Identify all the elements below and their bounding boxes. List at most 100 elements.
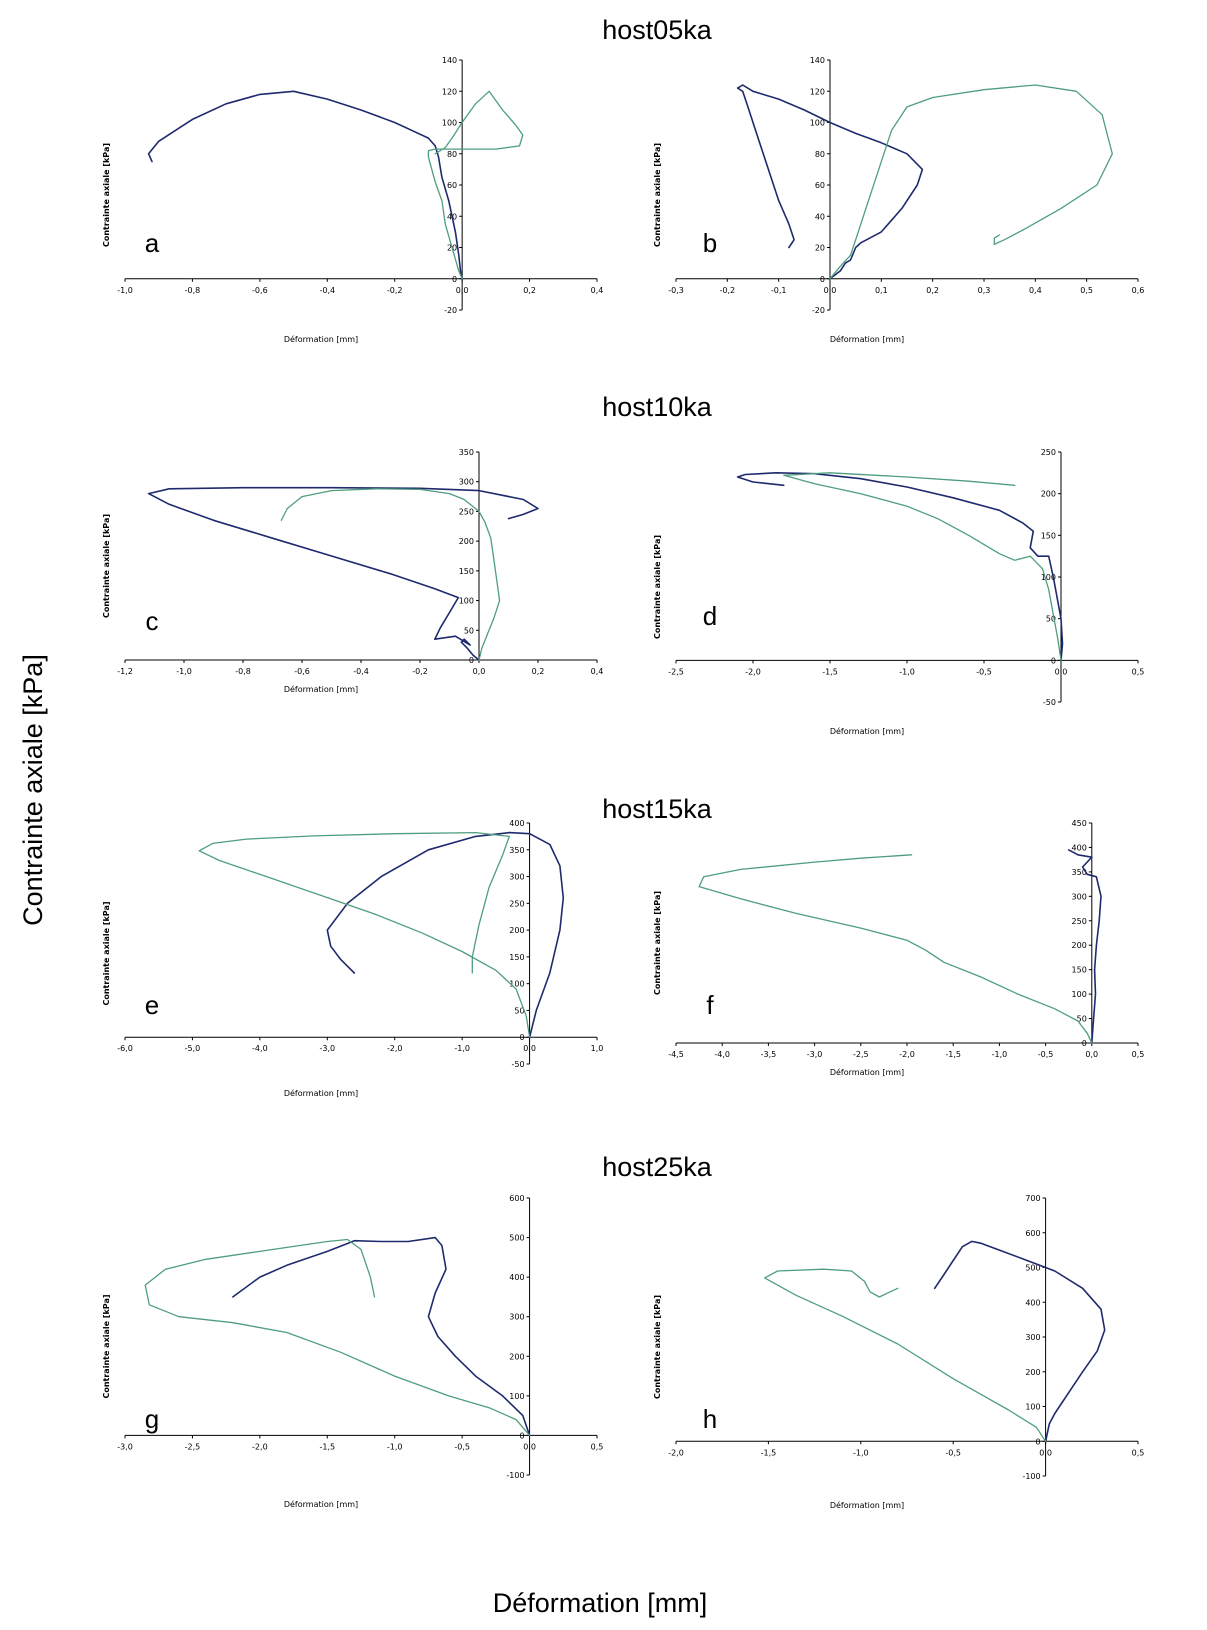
x-tick-label: 0,4 — [591, 667, 604, 676]
y-tick-label: 500 — [509, 1234, 524, 1243]
y-tick-label: 100 — [1072, 990, 1087, 999]
y-tick-label: 600 — [1025, 1229, 1040, 1238]
y-tick-label: 450 — [1072, 819, 1087, 828]
y-tick-label: 50 — [464, 626, 474, 635]
panel-letter: d — [703, 601, 717, 631]
y-axis-label: Contrainte axiale [kPa] — [102, 514, 111, 618]
series-line-2 — [764, 1268, 1047, 1442]
y-tick-label: 350 — [509, 846, 524, 855]
series-line-2 — [783, 472, 1062, 661]
x-tick-label: 0,5 — [1080, 286, 1093, 295]
x-tick-label: 0,2 — [523, 286, 536, 295]
x-tick-label: -1,0 — [387, 1442, 403, 1451]
series-line-1 — [736, 471, 1064, 662]
x-tick-label: -0,5 — [945, 1448, 961, 1457]
x-tick-label: 0,0 — [456, 286, 469, 295]
chart-b: -0,3 -0,2 -0,1 0,0 0,1 0,2 0,3 0,4 0,5 0,6 -20 0 20 4… — [653, 56, 1144, 344]
x-axis-label: Déformation [mm] — [830, 1067, 904, 1077]
x-axis-label: Déformation [mm] — [284, 334, 358, 344]
x-tick-label: 0,2 — [532, 667, 545, 676]
x-tick-label: 0,5 — [591, 1442, 604, 1451]
x-tick-label: -2,0 — [387, 1044, 403, 1053]
y-axis-label: Contrainte axiale [kPa] — [102, 901, 111, 1005]
y-tick-label: 0 — [452, 275, 457, 284]
y-tick-label: 100 — [1041, 573, 1056, 582]
series-line-1 — [326, 831, 565, 1038]
y-tick-label: 100 — [509, 980, 524, 989]
x-tick-label: -3,0 — [807, 1050, 823, 1059]
chart-h: -2,0 -1,5 -1,0 -0,5 0,0 0,5 -100 0 100 200 300 400 5… — [653, 1194, 1144, 1510]
y-tick-label: 350 — [459, 448, 474, 457]
x-tick-label: -0,2 — [412, 667, 428, 676]
x-tick-label: -1,0 — [992, 1050, 1008, 1059]
y-tick-label: 200 — [459, 537, 474, 546]
y-tick-label: 20 — [815, 244, 825, 253]
x-axis-label: Déformation [mm] — [830, 334, 904, 344]
y-tick-label: 60 — [447, 181, 457, 190]
x-tick-label: -5,0 — [185, 1044, 201, 1053]
x-axis-label: Déformation [mm] — [284, 1499, 358, 1509]
series-line-2 — [829, 84, 1113, 280]
y-tick-label: 100 — [810, 119, 825, 128]
x-tick-label: -1,0 — [899, 667, 915, 676]
y-axis-label: Contrainte axiale [kPa] — [102, 143, 111, 247]
panel-letter: f — [706, 990, 714, 1020]
x-tick-label: -0,2 — [720, 286, 736, 295]
x-tick-label: -2,5 — [185, 1442, 201, 1451]
y-axis-label: Contrainte axiale [kPa] — [653, 535, 662, 639]
y-tick-label: 100 — [442, 119, 457, 128]
chart-panels: -1,0 -0,8 -0,6 -0,4 -0,2 0,0 0,2 0,4 -20 0 20 40 60 8… — [102, 56, 1144, 1510]
panel-letter: e — [145, 990, 159, 1020]
y-tick-label: -20 — [444, 306, 457, 315]
x-tick-label: -2,0 — [745, 667, 761, 676]
x-tick-label: -2,5 — [853, 1050, 869, 1059]
y-tick-label: 350 — [1072, 868, 1087, 877]
y-tick-label: 300 — [509, 1313, 524, 1322]
x-tick-label: 0,3 — [978, 286, 991, 295]
y-tick-label: 100 — [509, 1392, 524, 1401]
x-tick-label: -2,0 — [252, 1442, 268, 1451]
y-tick-label: 100 — [1025, 1403, 1040, 1412]
group-title-host05ka: host05ka — [602, 15, 713, 45]
y-tick-label: 0 — [1036, 1437, 1041, 1446]
series-line-2 — [198, 831, 531, 1038]
y-tick-label: -100 — [506, 1471, 524, 1480]
y-tick-label: 400 — [1072, 843, 1087, 852]
x-axis-label: Déformation [mm] — [284, 684, 358, 694]
y-tick-label: 100 — [459, 597, 474, 606]
x-tick-label: -4,0 — [252, 1044, 268, 1053]
x-tick-label: -2,5 — [668, 667, 684, 676]
panel-letter: h — [703, 1404, 717, 1434]
y-tick-label: 0 — [469, 656, 474, 665]
y-tick-label: 50 — [514, 1006, 524, 1015]
chart-d: -2,5 -2,0 -1,5 -1,0 -0,5 0,0 0,5 -50 0 50 100 150 20… — [653, 448, 1144, 736]
panel-letter: a — [145, 228, 160, 258]
x-tick-label: 0,0 — [1085, 1050, 1098, 1059]
x-tick-label: -3,5 — [761, 1050, 777, 1059]
x-tick-label: -0,4 — [353, 667, 369, 676]
y-tick-label: 140 — [810, 56, 825, 65]
x-tick-label: 0,1 — [875, 286, 888, 295]
chart-g: -3,0 -2,5 -2,0 -1,5 -1,0 -0,5 0,0 0,5 -100 0 100 20… — [102, 1194, 603, 1509]
x-axis-label: Déformation [mm] — [284, 1088, 358, 1098]
x-axis-label: Déformation [mm] — [830, 1500, 904, 1510]
y-tick-label: 250 — [1041, 448, 1056, 457]
x-tick-label: -0,1 — [771, 286, 787, 295]
x-tick-label: 0,6 — [1132, 286, 1145, 295]
y-tick-label: 150 — [509, 953, 524, 962]
y-tick-label: 120 — [810, 87, 825, 96]
x-tick-label: 0,5 — [1132, 1050, 1145, 1059]
series-line-2 — [280, 488, 501, 661]
x-tick-label: -0,4 — [319, 286, 335, 295]
x-tick-label: -6,0 — [117, 1044, 133, 1053]
x-tick-label: -1,0 — [117, 286, 133, 295]
y-tick-label: 700 — [1025, 1194, 1040, 1203]
y-tick-label: 400 — [509, 819, 524, 828]
y-axis-label: Contrainte axiale [kPa] — [653, 143, 662, 247]
x-tick-label: -0,2 — [387, 286, 403, 295]
y-tick-label: 50 — [1077, 1015, 1087, 1024]
x-tick-label: -1,5 — [945, 1050, 961, 1059]
x-tick-label: -1,5 — [761, 1448, 777, 1457]
x-tick-label: -0,8 — [185, 286, 201, 295]
